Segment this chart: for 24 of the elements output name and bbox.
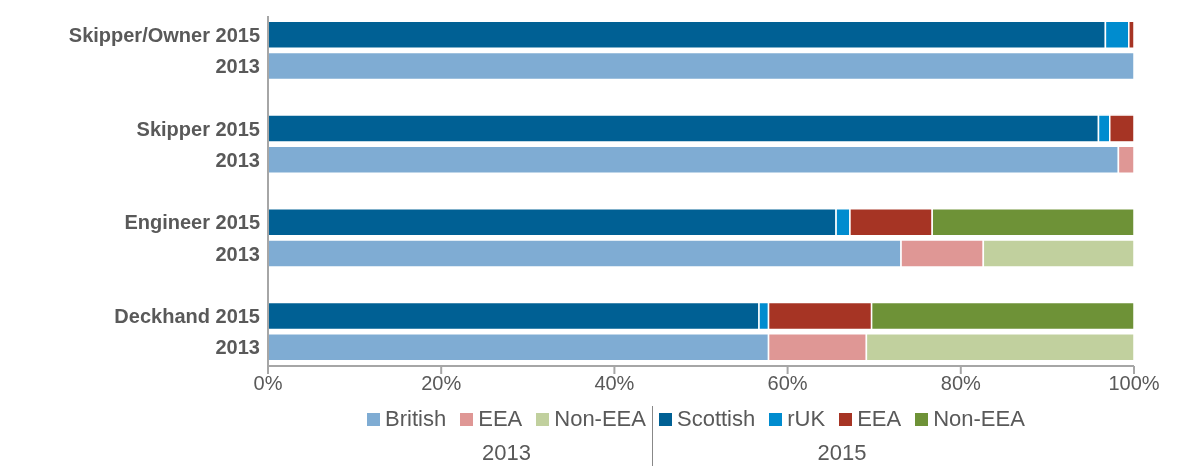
legend-label: Non-EEA <box>554 406 646 432</box>
bar <box>268 51 1134 81</box>
x-tick-label: 80% <box>940 372 982 395</box>
legend-label: rUK <box>787 406 826 432</box>
x-tick-label: 40% <box>594 372 635 395</box>
y-tick-label: 2013 <box>215 242 260 265</box>
x-tick-label: 100% <box>1108 372 1160 395</box>
y-tick-label: 2013 <box>215 148 260 171</box>
x-tick-label: 60% <box>767 372 808 395</box>
legend-label: British <box>385 406 447 432</box>
y-tick-label: Deckhand 2015 <box>114 305 260 328</box>
y-tick-label: 2013 <box>215 55 260 78</box>
legend-label: Non-EEA <box>933 406 1025 432</box>
legend-label: EEA <box>478 406 523 432</box>
y-tick-label: Skipper/Owner 2015 <box>68 23 260 46</box>
text: 2013 <box>482 440 532 466</box>
legend-label: Scottish <box>676 406 756 432</box>
x-tick-label: 0% <box>253 372 283 395</box>
legend-label: EEA <box>857 406 902 432</box>
text: 2015 <box>817 440 867 466</box>
y-tick-label: Engineer 2015 <box>124 211 260 234</box>
y-tick-label: 2013 <box>215 336 260 359</box>
y-tick-label: Skipper 2015 <box>136 117 260 140</box>
x-tick-label: 20% <box>421 372 462 395</box>
